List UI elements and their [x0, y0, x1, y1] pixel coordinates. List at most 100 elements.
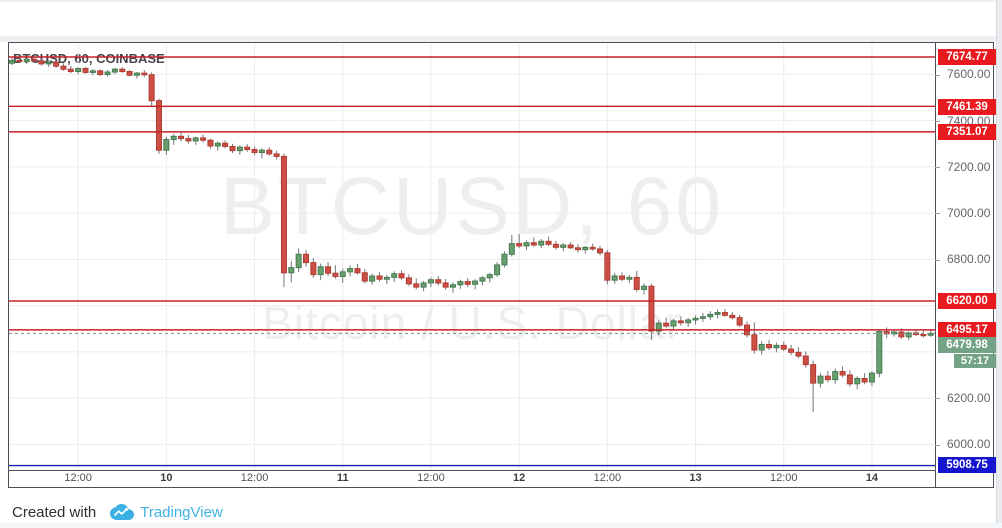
candle-body-down — [721, 312, 728, 316]
candle-body-down — [141, 72, 148, 76]
candle-body-up — [876, 331, 883, 374]
candle-body-down — [597, 248, 603, 254]
candle-body-up — [560, 244, 567, 248]
candle-body-down — [273, 153, 280, 157]
time-tick-label: 14 — [865, 472, 879, 484]
price-axis[interactable]: 7600.00 7400.00 7200.00 7000.00 6800.00 6200.… — [935, 42, 1002, 488]
candle-body-up — [170, 135, 177, 141]
candle-body-up — [817, 375, 824, 384]
price-tick-label: 7600.00 — [935, 67, 990, 82]
candle-body-up — [214, 142, 221, 147]
candle-body-down — [530, 242, 537, 246]
candle-body-up — [472, 280, 479, 285]
price-tick-mark — [935, 74, 940, 76]
candle-body-up — [773, 344, 780, 349]
candle-body-down — [810, 364, 817, 384]
candle-body-up — [714, 312, 721, 315]
candle-body-up — [582, 246, 589, 251]
candle-body-up — [670, 320, 677, 327]
candle-body-down — [619, 275, 626, 280]
tradingview-link[interactable]: TradingView — [140, 503, 223, 521]
candle-body-up — [23, 58, 30, 63]
candle-body-up — [192, 137, 199, 142]
candle-body-down — [802, 355, 809, 366]
price-tick-label: 6000.00 — [935, 437, 990, 452]
alert-price-badge: 7351.07 — [938, 124, 996, 140]
candle-body-up — [236, 146, 243, 152]
candle-body-down — [604, 252, 611, 281]
footer: Created with TradingView — [12, 501, 223, 523]
candle-body-down — [310, 262, 317, 276]
candle-body-down — [354, 268, 361, 274]
price-tick-text: 7000.00 — [947, 206, 991, 221]
candle-body-down — [589, 246, 596, 250]
time-axis[interactable]: 12:00 10 12:00 11 12:00 12 12:00 13 12:00 14 — [9, 470, 935, 488]
candle-body-up — [699, 316, 706, 319]
candle-body-down — [898, 331, 905, 338]
candle-body-up — [427, 279, 434, 284]
candle-body-down — [405, 277, 412, 285]
candle-body-up — [854, 377, 861, 385]
candle-body-up — [295, 253, 302, 269]
candle-body-down — [178, 135, 185, 140]
candle-body-up — [450, 284, 456, 288]
candle-body-up — [9, 59, 15, 64]
candle-body-up — [163, 139, 170, 151]
candle-body-down — [574, 247, 581, 251]
tradingview-cloud-icon[interactable] — [110, 504, 135, 520]
candle-body-down — [464, 281, 471, 285]
candle-body-up — [832, 371, 839, 381]
current-price-badge: 6479.98 — [938, 337, 996, 353]
candle-body-up — [420, 282, 427, 288]
candle-body-up — [479, 277, 486, 282]
candle-body-down — [325, 266, 332, 274]
candle-body-up — [391, 273, 398, 278]
candle-body-down — [376, 275, 383, 280]
candle-body-down — [729, 314, 736, 319]
candle-body-down — [16, 59, 23, 63]
price-tick-text: 7600.00 — [947, 67, 991, 82]
candle-body-up — [89, 70, 96, 73]
candle-body-down — [435, 279, 442, 284]
price-tick-label: 7000.00 — [935, 206, 990, 221]
candle-body-up — [347, 268, 354, 273]
candle-body-down — [207, 139, 214, 147]
candle-body-up — [626, 276, 633, 280]
candle-body-down — [788, 348, 795, 353]
candle-body-up — [927, 332, 934, 336]
candle-body-down — [920, 334, 927, 337]
top-edge-strip — [0, 0, 1002, 2]
alert-price-badge: 7461.39 — [938, 99, 996, 115]
price-tick-mark — [935, 120, 940, 122]
alert-price-badge: 6620.00 — [938, 293, 996, 309]
created-with-label: Created with — [12, 503, 97, 521]
candle-body-down — [751, 334, 758, 351]
candle-body-down — [516, 243, 523, 247]
candle-body-down — [795, 351, 802, 357]
candle-body-down — [67, 68, 74, 73]
candle-body-down — [60, 65, 67, 70]
alert-price-badge: 6495.17 — [938, 322, 996, 338]
time-tick-label: 11 — [336, 472, 349, 484]
time-tick-label: 12 — [513, 472, 526, 484]
time-tick-label: 12:00 — [64, 472, 92, 484]
candle-body-down — [361, 272, 368, 282]
candle-body-down — [839, 371, 846, 376]
candle-body-up — [523, 242, 530, 247]
alert-price-badge-blue: 5908.75 — [938, 457, 996, 473]
price-tick-text: 7200.00 — [947, 159, 991, 174]
price-axis-border — [935, 42, 936, 488]
candle-body-up — [508, 243, 515, 255]
candle-body-up — [692, 317, 699, 321]
candle-body-up — [685, 319, 692, 324]
candle-body-up — [45, 61, 52, 65]
candle-body-down — [663, 322, 670, 327]
candle-body-up — [641, 285, 648, 290]
candle-body-down — [251, 148, 258, 153]
alert-price-badge: 7674.77 — [938, 49, 996, 65]
price-tick-mark — [935, 444, 940, 446]
page-scrollbar[interactable] — [996, 0, 1002, 528]
candle-body-up — [868, 372, 875, 383]
candle-body-down — [545, 240, 552, 245]
